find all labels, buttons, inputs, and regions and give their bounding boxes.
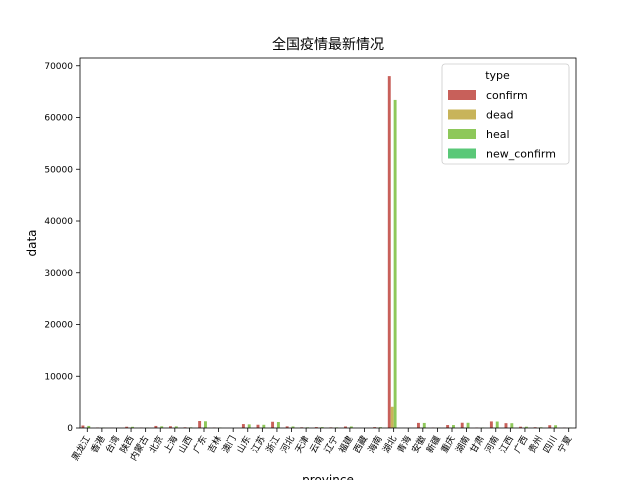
x-tick-label-28: 河南 — [482, 434, 501, 456]
x-tick-label-27: 甘肃 — [467, 434, 486, 456]
bar-heal-26 — [466, 422, 470, 428]
bar-heal-12 — [262, 424, 266, 428]
bar-confirm-0 — [81, 425, 85, 428]
x-tick-label-29: 江西 — [497, 434, 516, 455]
bar-confirm-25 — [446, 425, 450, 428]
bar-heal-32 — [554, 425, 558, 428]
bar-confirm-11 — [241, 424, 245, 428]
x-axis: 黑龙江香港台湾陕西内蒙古北京上海山西广东吉林澳门山东江苏浙江河北天津云南辽宁福建… — [69, 428, 574, 463]
x-tick-label-26: 湖南 — [453, 434, 472, 456]
chart-title: 全国疫情最新情况 — [272, 36, 384, 53]
y-axis: 0 10000 20000 30000 40000 50000 60000 70000 — [44, 62, 80, 434]
bar-confirm-3 — [125, 426, 129, 428]
x-tick-label-30: 广西 — [511, 434, 530, 456]
bar-heal-6 — [174, 426, 178, 428]
bar-heal-0 — [87, 425, 91, 428]
legend-swatch-dead — [448, 109, 476, 120]
plot-frame — [79, 57, 577, 429]
x-tick-label-8: 广东 — [190, 434, 209, 456]
bar-confirm-28 — [489, 421, 493, 428]
bar-heal-23 — [422, 422, 426, 428]
bar-heal-8 — [204, 421, 207, 428]
legend-label-confirm: confirm — [486, 89, 528, 102]
bar-confirm-14 — [285, 426, 289, 428]
bar-confirm-30 — [519, 426, 523, 428]
legend-swatch-confirm — [448, 90, 476, 100]
bar-confirm-12 — [256, 424, 260, 428]
bar-heal-14 — [291, 426, 295, 428]
legend-swatch-new_confirm — [448, 148, 476, 159]
bar-heal-3 — [131, 426, 134, 428]
bar-confirm-23 — [416, 422, 420, 428]
legend-swatch-heal — [448, 129, 476, 139]
x-tick-label-12: 江苏 — [249, 434, 268, 456]
x-tick-label-33: 宁夏 — [555, 434, 574, 456]
x-tick-label-7: 山西 — [176, 434, 195, 455]
bar-confirm-13 — [271, 421, 275, 428]
x-tick-label-0: 黑龙江 — [69, 434, 93, 463]
bar-heal-25 — [452, 425, 455, 428]
x-tick-label-15: 天津 — [293, 434, 312, 455]
y-tick-label-2: 20000 — [44, 321, 73, 331]
x-tick-label-14: 河北 — [278, 434, 297, 456]
y-tick-label-0: 0 — [67, 424, 73, 434]
x-tick-label-25: 重庆 — [438, 434, 457, 456]
y-tick-label-6: 60000 — [44, 114, 73, 124]
bar-confirm-32 — [548, 425, 552, 428]
x-tick-label-16: 云南 — [307, 434, 326, 456]
x-tick-label-1: 香港 — [88, 434, 107, 456]
bar-confirm-8 — [198, 421, 202, 428]
bar-dead-21 — [390, 406, 394, 428]
bar-confirm-5 — [154, 425, 158, 428]
bar-heal-11 — [247, 424, 251, 428]
bar-confirm-29 — [504, 423, 508, 428]
x-tick-label-6: 上海 — [161, 434, 180, 456]
x-tick-label-23: 安徽 — [409, 434, 428, 456]
bar-heal-16 — [320, 427, 324, 428]
legend-label-heal: heal — [486, 128, 510, 141]
bar-heal-5 — [160, 426, 164, 428]
bar-heal-21 — [393, 99, 397, 429]
bar-heal-28 — [495, 421, 499, 428]
x-tick-label-20: 海南 — [365, 434, 384, 456]
x-tick-label-10: 澳门 — [219, 434, 238, 456]
x-tick-label-13: 浙江 — [263, 434, 282, 456]
x-tick-label-2: 台湾 — [103, 434, 122, 456]
x-tick-label-17: 辽宁 — [321, 434, 340, 456]
bar-confirm-6 — [168, 426, 172, 428]
y-axis-title: data — [25, 229, 39, 256]
bar-heal-18 — [349, 426, 353, 428]
x-tick-label-32: 四川 — [542, 435, 560, 456]
x-axis-title: province — [302, 473, 354, 480]
y-tick-label-4: 40000 — [44, 217, 73, 227]
bar-heal-30 — [524, 426, 528, 428]
bar-confirm-18 — [344, 426, 347, 428]
legend-label-dead: dead — [486, 109, 513, 122]
bar-confirm-16 — [314, 427, 318, 428]
legend: type confirm dead heal new_confirm — [441, 63, 570, 165]
x-tick-label-5: 北京 — [146, 434, 165, 456]
y-tick-label-1: 10000 — [44, 372, 73, 382]
x-tick-label-31: 贵州 — [526, 434, 545, 456]
x-tick-label-21: 湖北 — [381, 434, 400, 455]
bar-heal-13 — [276, 422, 280, 428]
bar-heal-29 — [510, 423, 514, 428]
bar-confirm-26 — [460, 422, 464, 428]
legend-title: type — [485, 69, 510, 82]
x-tick-label-11: 山东 — [234, 434, 253, 456]
y-tick-label-3: 30000 — [44, 269, 73, 279]
bar-heal-20 — [379, 427, 382, 428]
x-tick-label-24: 新疆 — [424, 434, 443, 456]
y-tick-label-7: 70000 — [44, 62, 73, 72]
legend-label-new_confirm: new_confirm — [486, 148, 556, 161]
x-tick-label-18: 福建 — [336, 434, 355, 456]
x-tick-label-19: 西藏 — [351, 434, 370, 456]
x-tick-label-22: 青海 — [394, 434, 413, 456]
bar-confirm-21 — [387, 76, 391, 429]
bar-confirm-20 — [373, 427, 377, 428]
x-tick-label-9: 吉林 — [205, 434, 224, 456]
y-tick-label-5: 50000 — [44, 165, 73, 175]
